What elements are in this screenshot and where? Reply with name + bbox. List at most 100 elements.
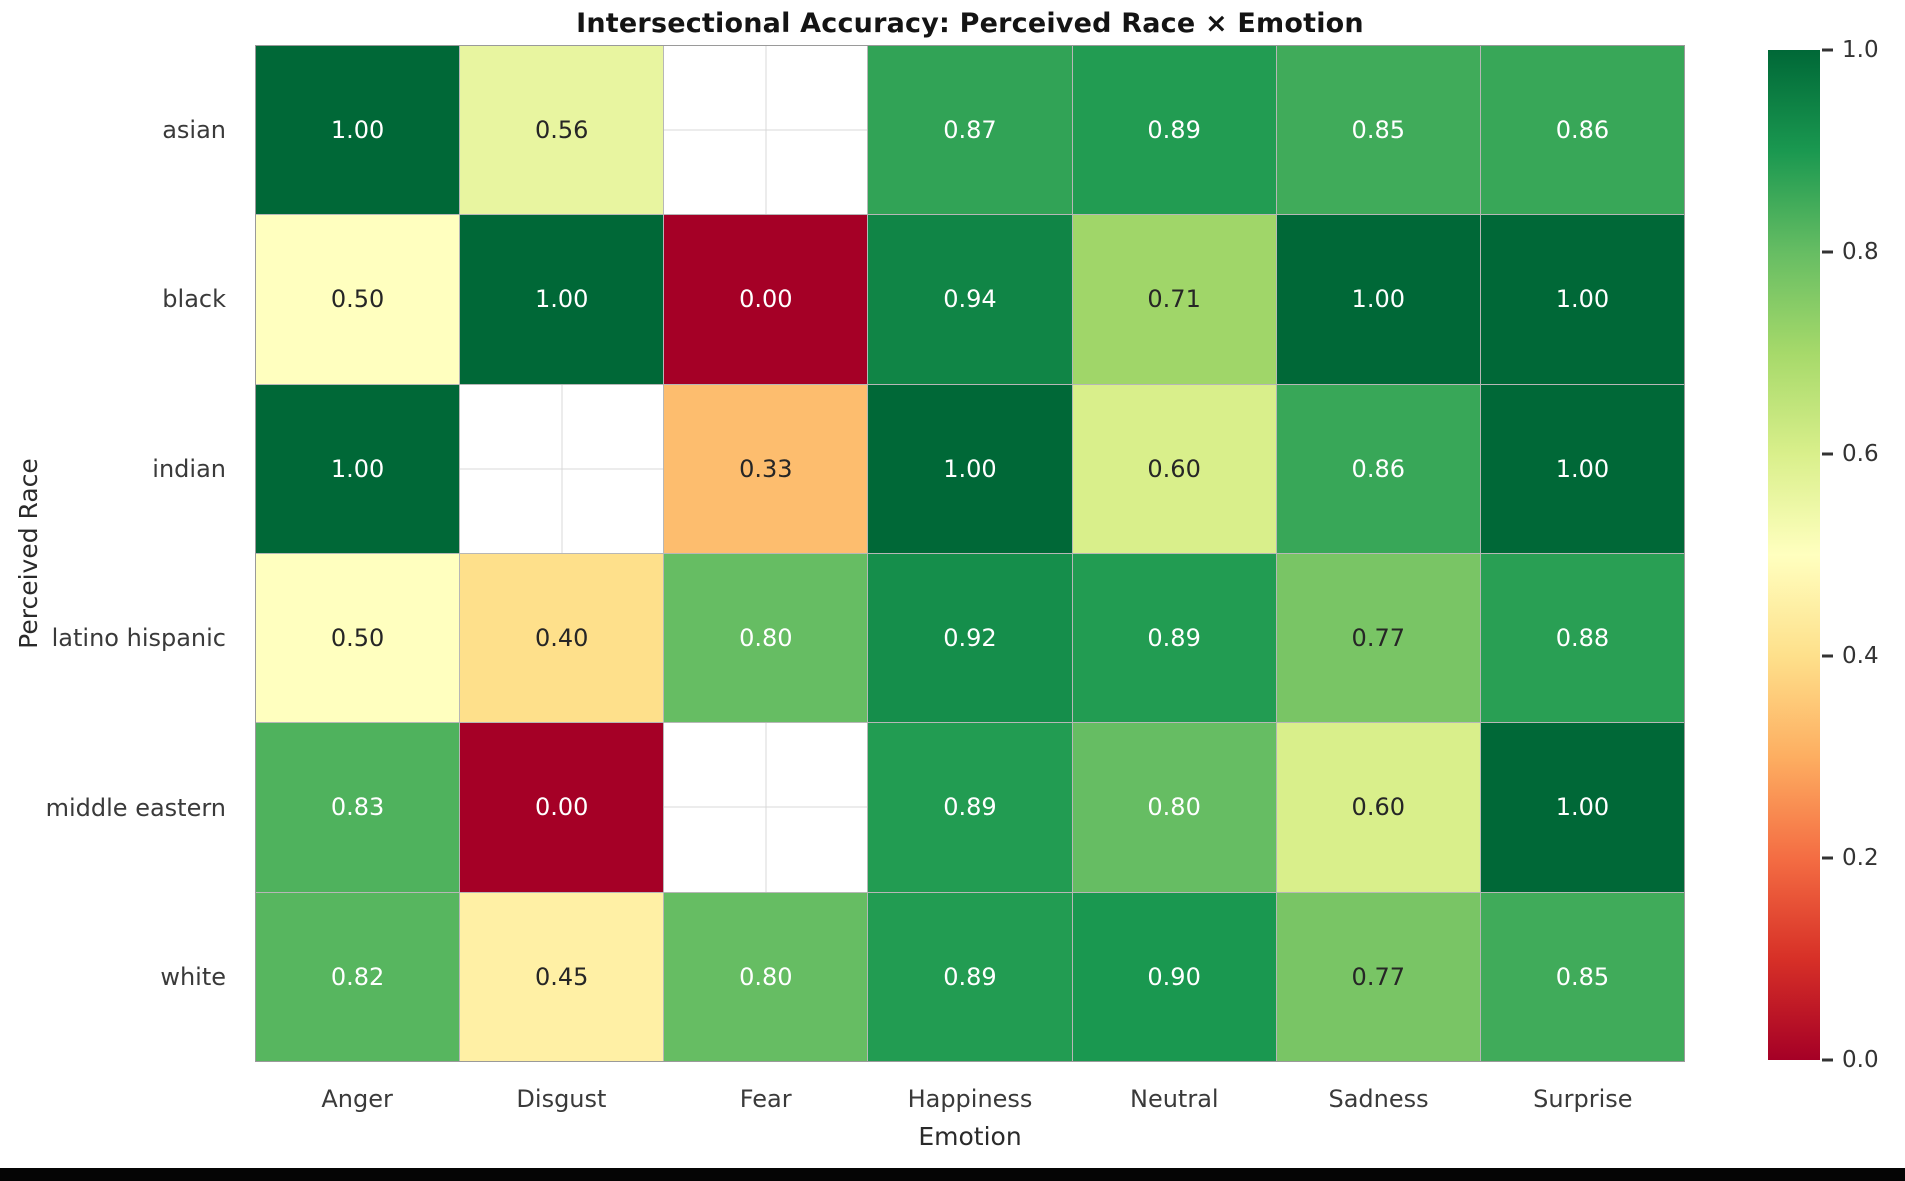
heatmap-cell: 0.80 <box>664 553 868 723</box>
cell-value: 0.33 <box>739 454 793 483</box>
heatmap-cell: 1.00 <box>1276 215 1480 384</box>
heatmap-cell: 1.00 <box>256 384 460 553</box>
cell-value: 0.92 <box>943 624 997 653</box>
cell-value: 0.85 <box>1351 116 1405 145</box>
heatmap-cell: 0.60 <box>1276 723 1480 892</box>
cell-value: 0.60 <box>1147 454 1201 483</box>
heatmap-cell: 0.33 <box>664 384 868 553</box>
cell-value: 0.80 <box>739 962 793 991</box>
background-gridline <box>561 384 563 553</box>
y-tick-label: white <box>160 963 226 992</box>
window-edge-bar <box>0 1168 1905 1181</box>
cell-value: 1.00 <box>1351 285 1405 314</box>
heatmap-cell: 0.80 <box>1072 723 1276 892</box>
heatmap-cell: 1.00 <box>1480 215 1684 384</box>
cell-value: 1.00 <box>1555 285 1610 314</box>
colorbar-tick-label: 0.4 <box>1842 643 1879 669</box>
cell-value: 0.80 <box>739 624 793 653</box>
cell-value: 1.00 <box>943 454 997 483</box>
cell-value: 1.00 <box>1555 454 1610 483</box>
x-axis-label-text: Emotion <box>918 1122 1022 1151</box>
cell-value: 0.83 <box>330 793 385 822</box>
cell-value: 0.77 <box>1351 624 1405 653</box>
colorbar-tick-label: 0.2 <box>1842 845 1879 871</box>
x-tick-label: Fear <box>739 1085 792 1113</box>
cell-value: 0.77 <box>1351 962 1405 991</box>
colorbar-tick-mark <box>1822 654 1833 658</box>
cell-value: 1.00 <box>534 285 589 314</box>
heatmap-cell: 1.00 <box>460 215 664 384</box>
cell-value: 0.87 <box>943 116 997 145</box>
heatmap-cell: 1.00 <box>256 46 460 215</box>
x-tick-label: Neutral <box>1129 1085 1219 1113</box>
heatmap-cell: 0.92 <box>868 553 1072 723</box>
heatmap-cell: 0.88 <box>1480 553 1684 723</box>
heatmap-cell: 0.86 <box>1480 46 1684 215</box>
cell-value: 0.89 <box>1147 116 1201 145</box>
cell-value: 0.60 <box>1351 793 1405 822</box>
cell-value: 0.80 <box>1147 793 1201 822</box>
heatmap-cell <box>664 723 868 892</box>
colorbar-tick-mark <box>1822 250 1833 254</box>
x-tick-label: Sadness <box>1328 1085 1429 1113</box>
cell-value: 0.00 <box>739 285 793 314</box>
colorbar-tick-mark <box>1822 452 1833 456</box>
cell-value: 0.89 <box>1147 624 1201 653</box>
cell-value: 0.86 <box>1555 116 1610 145</box>
cell-value: 0.89 <box>943 962 997 991</box>
chart-title: Intersectional Accuracy: Perceived Race … <box>576 8 1364 39</box>
y-tick-label: latino hispanic <box>51 624 226 653</box>
heatmap-cell: 0.00 <box>460 723 664 892</box>
cell-value: 0.56 <box>534 116 589 145</box>
background-gridline <box>765 723 767 892</box>
y-tick-label: black <box>162 285 226 314</box>
cell-value: 1.00 <box>330 116 385 145</box>
cell-value: 0.94 <box>943 285 997 314</box>
heatmap-cell: 0.89 <box>1072 553 1276 723</box>
y-tick-label: middle eastern <box>45 793 226 822</box>
heatmap-cell: 0.00 <box>664 215 868 384</box>
heatmap-cell: 0.45 <box>460 892 664 1061</box>
colorbar-tick-mark <box>1822 856 1833 860</box>
heatmap-cell: 0.77 <box>1276 553 1480 723</box>
heatmap-cell: 0.89 <box>1072 46 1276 215</box>
x-tick-label: Disgust <box>516 1085 607 1113</box>
cell-value: 0.00 <box>534 793 589 822</box>
x-axis-label: Emotion <box>255 1122 1685 1151</box>
cell-value: 0.89 <box>943 793 997 822</box>
heatmap-cell: 0.83 <box>256 723 460 892</box>
y-tick-labels: asian black indian latino hispanic middle ea… <box>0 45 240 1062</box>
x-tick-label: Surprise <box>1533 1085 1633 1113</box>
heatmap-cell: 0.40 <box>460 553 664 723</box>
heatmap-cell <box>664 46 868 215</box>
y-tick-label: asian <box>162 115 226 144</box>
heatmap-cell: 0.56 <box>460 46 664 215</box>
cell-value: 0.88 <box>1555 624 1610 653</box>
heatmap-cell: 0.85 <box>1480 892 1684 1061</box>
cell-value: 0.50 <box>330 624 385 653</box>
heatmap-cell: 0.89 <box>868 892 1072 1061</box>
cell-value: 0.50 <box>330 285 385 314</box>
cell-value: 1.00 <box>1555 793 1610 822</box>
x-tick-label: Happiness <box>907 1085 1033 1113</box>
cell-value: 1.00 <box>330 454 385 483</box>
heatmap-cell: 0.87 <box>868 46 1072 215</box>
colorbar-gradient <box>1768 50 1820 1060</box>
heatmap-cell: 0.94 <box>868 215 1072 384</box>
colorbar-tick-mark <box>1822 48 1833 52</box>
heatmap-cell: 0.77 <box>1276 892 1480 1061</box>
colorbar-tick-label: 0.8 <box>1842 239 1879 265</box>
heatmap-cell: 1.00 <box>1480 384 1684 553</box>
heatmap-cell: 0.50 <box>256 553 460 723</box>
heatmap-cell: 0.80 <box>664 892 868 1061</box>
heatmap-cell: 0.50 <box>256 215 460 384</box>
heatmap-cell: 0.90 <box>1072 892 1276 1061</box>
cell-value: 0.90 <box>1147 962 1201 991</box>
x-tick-labels: Anger Disgust Fear Happiness Neutral Sadness S… <box>255 1062 1685 1113</box>
background-gridline <box>765 46 767 215</box>
heatmap-cell: 0.85 <box>1276 46 1480 215</box>
colorbar-tick-label: 1.0 <box>1842 37 1879 63</box>
heatmap-cell: 1.00 <box>868 384 1072 553</box>
cell-value: 0.86 <box>1351 454 1405 483</box>
